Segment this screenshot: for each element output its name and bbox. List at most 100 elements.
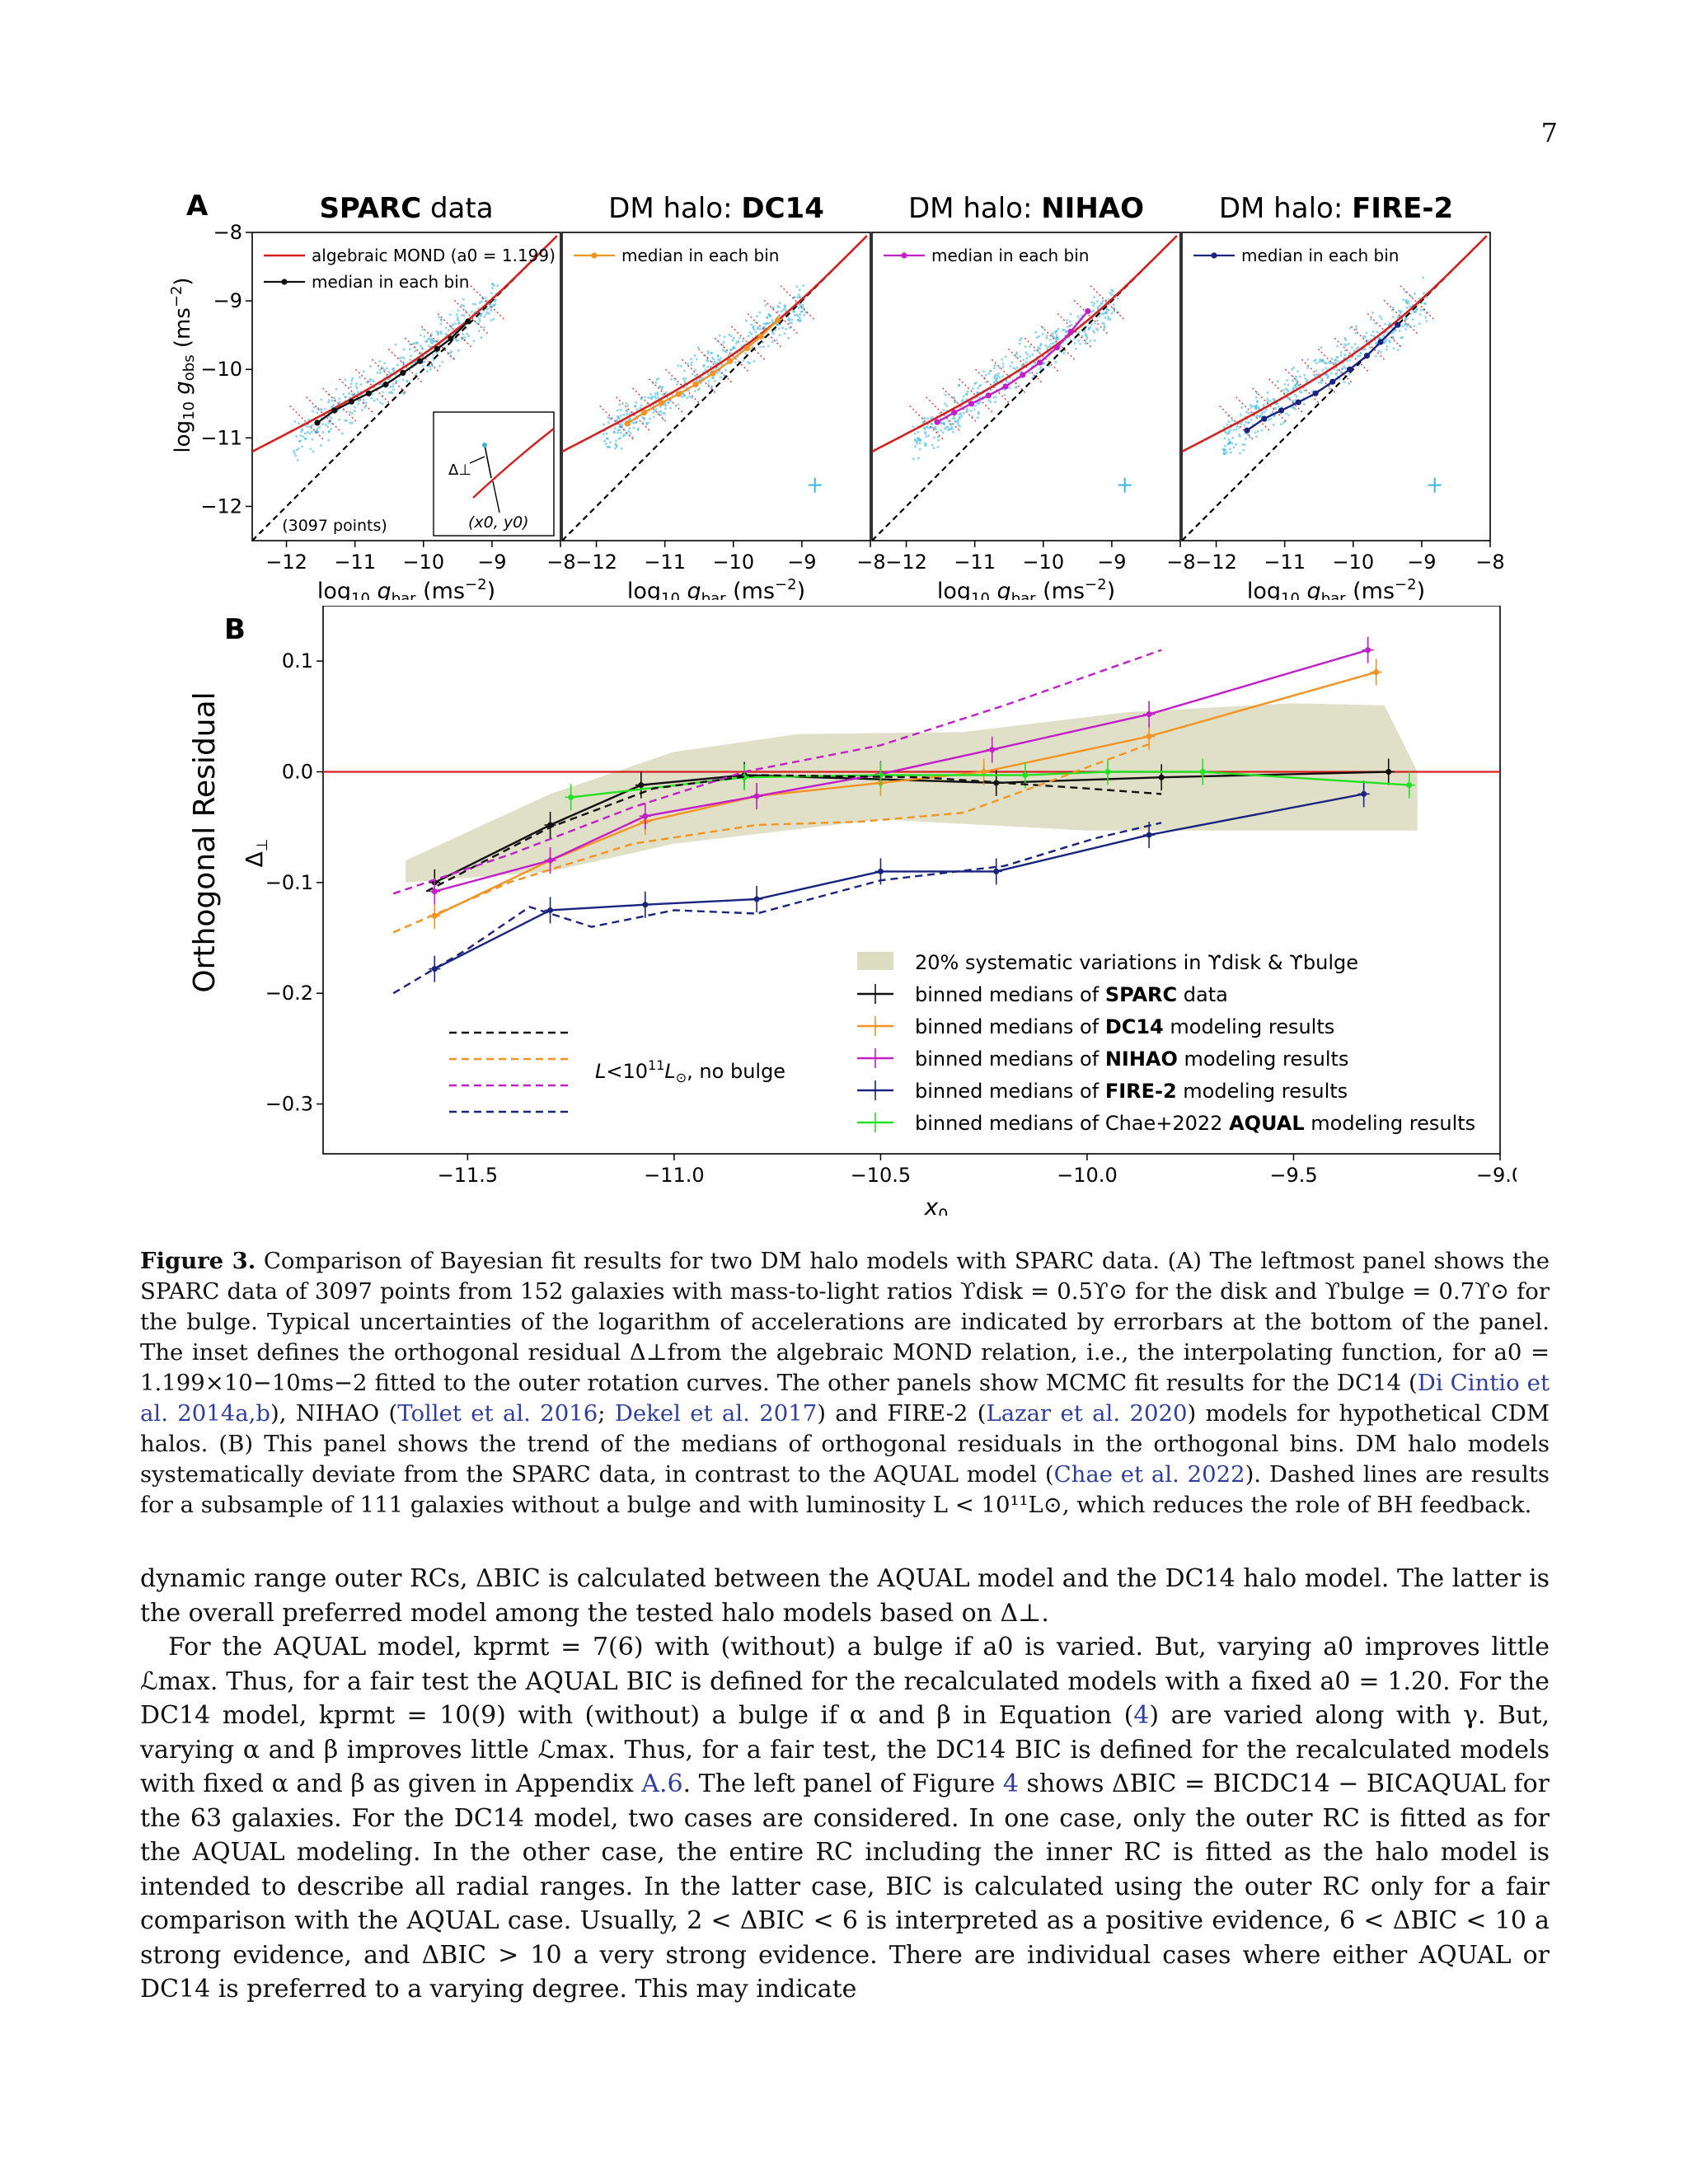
data-point <box>950 425 954 429</box>
data-point <box>462 314 466 317</box>
data-point <box>479 314 482 317</box>
data-point <box>1100 312 1104 316</box>
data-point <box>951 417 954 420</box>
data-point <box>1025 357 1029 360</box>
data-point <box>382 391 385 394</box>
data-point <box>614 443 617 446</box>
data-point <box>693 368 696 372</box>
data-point <box>1259 415 1262 418</box>
citation-link[interactable]: Di Cintio et al. 2014a,b <box>140 1370 1550 1427</box>
data-point <box>1313 375 1316 377</box>
data-point <box>1313 359 1316 363</box>
data-point <box>1330 358 1334 360</box>
data-point <box>1146 711 1152 718</box>
median-point <box>934 419 940 425</box>
text-span: modeling results <box>1164 1015 1335 1038</box>
data-point <box>693 354 696 357</box>
citation-link[interactable]: Lazar et al. 2020 <box>986 1400 1188 1427</box>
data-point <box>381 402 384 405</box>
median-point <box>692 381 699 388</box>
data-point <box>686 396 689 400</box>
text-span: modeling results <box>1178 1047 1349 1071</box>
figure-link[interactable]: 4 <box>1002 1769 1019 1798</box>
paragraph-text: ) are varied along with γ. But, varying … <box>140 1701 1550 1798</box>
data-point <box>735 342 738 345</box>
x-ticks: −12 −11 −10 −9 −8 <box>1195 541 1505 574</box>
data-point <box>984 373 987 377</box>
data-point <box>633 421 636 424</box>
y-tick-label: −9 <box>213 289 242 312</box>
data-point <box>654 408 658 410</box>
data-point <box>1261 411 1264 415</box>
citation-link[interactable]: Dekel et al. 2017 <box>614 1400 818 1427</box>
data-point <box>1287 414 1290 417</box>
data-point <box>321 423 324 426</box>
data-point <box>1109 318 1112 321</box>
data-point <box>1051 335 1053 338</box>
one-to-one-line <box>252 232 560 541</box>
data-point <box>1303 389 1306 392</box>
data-point <box>1226 451 1228 454</box>
equation-link[interactable]: 4 <box>1133 1701 1150 1730</box>
data-point <box>1286 378 1288 382</box>
data-point <box>1400 325 1404 328</box>
y-tick-label: −0.1 <box>265 871 313 894</box>
data-point <box>1237 426 1240 429</box>
citation-link[interactable]: Tollet et al. 2016 <box>397 1400 598 1427</box>
data-point <box>1292 405 1296 409</box>
data-point <box>1093 296 1095 299</box>
data-point <box>1378 315 1381 318</box>
data-point <box>368 380 371 383</box>
citation-link[interactable]: Chae et al. 2022 <box>1053 1461 1245 1488</box>
panel-a-ylabel: log10 gobs (ms−2) <box>168 277 198 452</box>
data-point <box>1324 373 1327 377</box>
data-point <box>683 379 687 382</box>
data-point <box>787 318 790 321</box>
data-point <box>753 359 756 363</box>
data-point <box>913 432 917 435</box>
appendix-link[interactable]: A.6 <box>641 1769 683 1798</box>
data-point <box>1409 295 1413 298</box>
data-point <box>1096 307 1100 311</box>
data-point <box>490 283 494 286</box>
data-point <box>718 359 721 363</box>
median-point <box>1329 378 1336 385</box>
data-point <box>603 439 607 443</box>
data-point <box>327 421 331 424</box>
data-point <box>1226 423 1229 426</box>
data-point <box>1272 424 1275 426</box>
data-point <box>295 435 298 438</box>
data-point <box>1093 321 1096 325</box>
data-point <box>1066 319 1069 321</box>
data-point <box>917 430 920 434</box>
data-point <box>1116 297 1119 300</box>
data-point <box>1250 405 1253 409</box>
data-point <box>934 428 937 431</box>
data-point <box>603 433 606 436</box>
legend-marker <box>901 252 907 259</box>
data-point <box>1090 323 1094 326</box>
data-point <box>402 348 406 351</box>
data-point <box>977 416 979 419</box>
data-point <box>605 432 608 435</box>
data-point <box>729 349 733 351</box>
dashed-series-line <box>392 822 1162 995</box>
data-point <box>1377 337 1381 340</box>
figure-panel-b: B Orthogonal Residual Δ⊥ −11.5 −11.0 −10.5… <box>188 606 1517 1216</box>
data-point <box>354 405 357 409</box>
data-point <box>1348 359 1352 362</box>
data-point <box>649 396 653 400</box>
data-point <box>978 410 980 414</box>
data-point <box>771 319 774 322</box>
data-point <box>987 373 991 375</box>
inset-arrow <box>492 480 500 513</box>
data-point <box>401 356 404 359</box>
data-point <box>794 314 796 316</box>
data-point <box>981 769 987 776</box>
data-point <box>1334 359 1338 362</box>
legend-marker <box>281 279 288 285</box>
data-point <box>330 416 333 419</box>
data-point <box>330 405 333 409</box>
data-point <box>621 425 624 429</box>
data-point <box>1008 387 1011 390</box>
